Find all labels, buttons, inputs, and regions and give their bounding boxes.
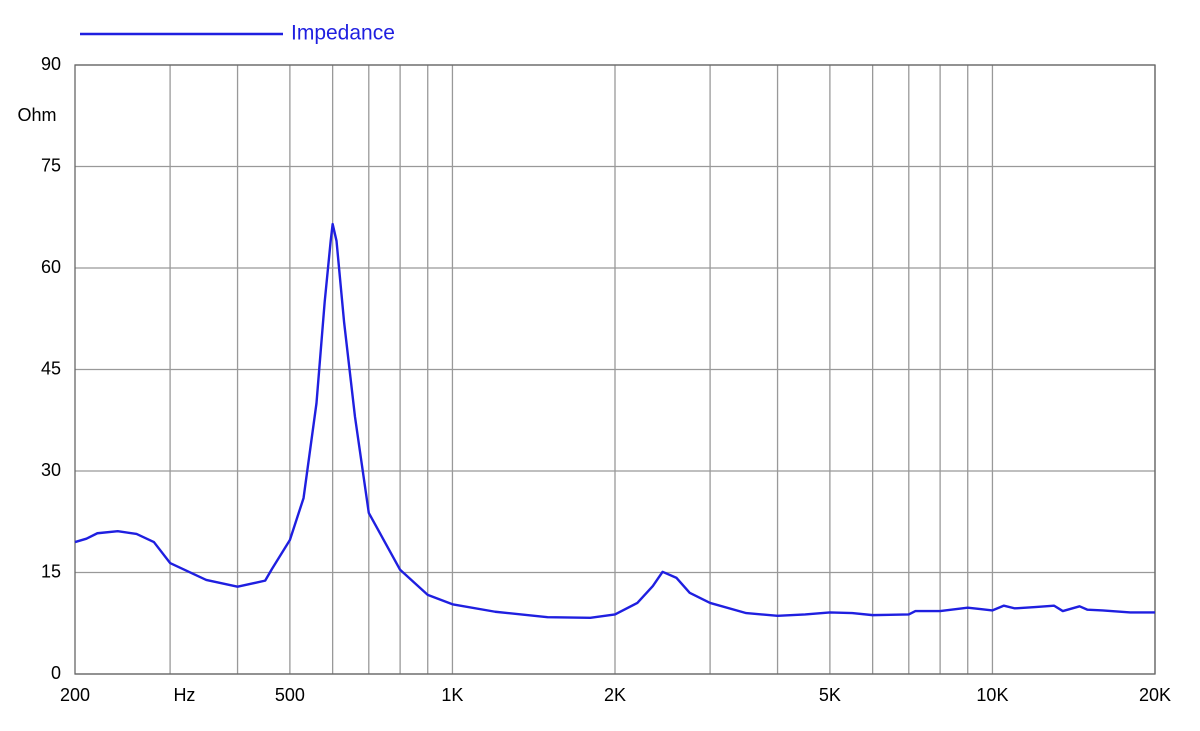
y-tick-label: 45 [41,358,61,378]
x-tick-label: 10K [976,685,1008,705]
impedance-line [74,222,1155,620]
y-tick-label: 75 [41,155,61,175]
x-tick-label: 1K [441,685,463,705]
x-axis-label: Hz [173,685,195,705]
y-tick-label: 0 [51,663,61,683]
y-tick-label: 90 [41,54,61,74]
y-axis-label: Ohm [17,105,56,125]
y-tick-label: 60 [41,257,61,277]
y-tick-label: 15 [41,561,61,581]
x-tick-label: 5K [819,685,841,705]
x-tick-label: 200 [60,685,90,705]
legend-label: Impedance [291,22,395,45]
y-tick-label: 30 [41,460,61,480]
plot-frame [74,64,1156,675]
x-tick-label: 20K [1139,685,1171,705]
x-tick-label: 2K [604,685,626,705]
x-tick-label: 500 [275,685,305,705]
